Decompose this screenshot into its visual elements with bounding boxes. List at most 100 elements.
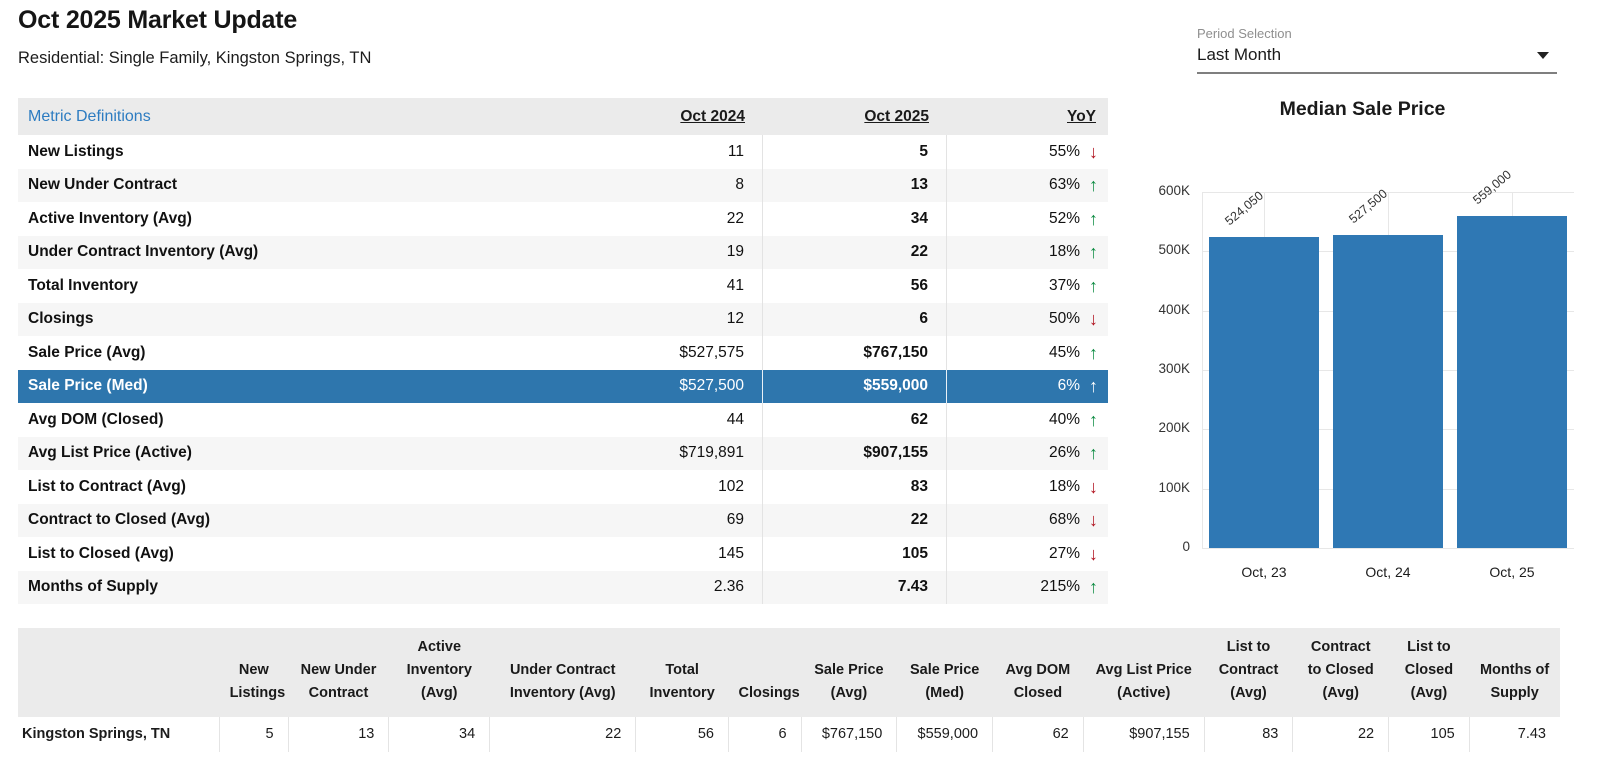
table-row[interactable]: Under Contract Inventory (Avg) 19 22 18%… bbox=[18, 235, 1108, 270]
oct-2025-value: 62 bbox=[763, 403, 947, 437]
metric-label: Sale Price (Med) bbox=[28, 377, 148, 395]
oct-2025-value: 7.43 bbox=[763, 570, 947, 604]
metric-label: Total Inventory bbox=[28, 276, 138, 294]
yoy-value: 215% bbox=[1040, 578, 1080, 596]
oct-2025-value: 22 bbox=[763, 235, 947, 269]
page-title: Oct 2025 Market Update bbox=[18, 6, 298, 34]
oct-2025-value: 56 bbox=[763, 269, 947, 303]
yoy-cell: 18% ↑ bbox=[947, 236, 1108, 270]
yoy-down-arrow-icon: ↓ bbox=[1089, 476, 1098, 497]
oct-2024-value: 12 bbox=[468, 302, 763, 336]
yoy-value: 27% bbox=[1048, 544, 1080, 562]
summary-column-header: List to Closed (Avg) bbox=[1388, 628, 1470, 717]
table-row[interactable]: Months of Supply 2.36 7.43 215% ↑ bbox=[18, 570, 1108, 604]
summary-table-body: Kingston Springs, TN 5 13 34 22 56 6 $767,150 $5… bbox=[18, 716, 1560, 752]
yoy-value: 37% bbox=[1048, 276, 1080, 294]
yoy-cell: 52% ↑ bbox=[947, 202, 1108, 236]
summary-table-row: Kingston Springs, TN 5 13 34 22 56 6 $767,150 $5… bbox=[18, 716, 1560, 752]
oct-2024-value: 145 bbox=[468, 537, 763, 571]
table-row[interactable]: Avg DOM (Closed) 44 62 40% ↑ bbox=[18, 403, 1108, 437]
bar bbox=[1333, 235, 1443, 548]
yoy-value: 26% bbox=[1048, 444, 1080, 462]
bar bbox=[1457, 216, 1567, 548]
yoy-value: 52% bbox=[1048, 209, 1080, 227]
summary-value: 22 bbox=[489, 716, 636, 752]
oct-2025-value: $907,155 bbox=[763, 436, 947, 470]
oct-2024-value: 19 bbox=[468, 235, 763, 269]
summary-value: 56 bbox=[635, 716, 729, 752]
yoy-up-arrow-icon: ↑ bbox=[1089, 342, 1098, 363]
table-row[interactable]: Total Inventory 41 56 37% ↑ bbox=[18, 269, 1108, 303]
table-row[interactable]: List to Contract (Avg) 102 83 18% ↓ bbox=[18, 470, 1108, 504]
yoy-down-arrow-icon: ↓ bbox=[1089, 543, 1098, 564]
table-row[interactable]: New Listings 11 5 55% ↓ bbox=[18, 135, 1108, 169]
summary-value: 5 bbox=[219, 716, 289, 752]
table-row[interactable]: Contract to Closed (Avg) 69 22 68% ↓ bbox=[18, 503, 1108, 537]
yoy-cell: 45% ↑ bbox=[947, 336, 1108, 370]
oct-2024-value: 2.36 bbox=[468, 570, 763, 604]
gridline bbox=[1202, 548, 1574, 549]
oct-2024-value: 22 bbox=[468, 202, 763, 236]
yoy-up-arrow-icon: ↑ bbox=[1089, 242, 1098, 263]
metric-definitions-link[interactable]: Metric Definitions bbox=[28, 107, 151, 125]
table-row[interactable]: Active Inventory (Avg) 22 34 52% ↑ bbox=[18, 202, 1108, 236]
period-select[interactable]: Last Month bbox=[1197, 45, 1557, 74]
table-row[interactable]: List to Closed (Avg) 145 105 27% ↓ bbox=[18, 537, 1108, 571]
summary-column-header: List to Contract (Avg) bbox=[1204, 628, 1293, 717]
period-selector: Period Selection Last Month bbox=[1197, 26, 1557, 74]
oct-2024-value: 44 bbox=[468, 403, 763, 437]
oct-2024-value: 11 bbox=[468, 135, 763, 169]
metric-label: Active Inventory (Avg) bbox=[28, 209, 192, 227]
summary-column-header: Avg DOM Closed bbox=[992, 628, 1084, 717]
summary-value: 62 bbox=[992, 716, 1084, 752]
y-axis-tick-label: 500K bbox=[1158, 242, 1190, 258]
yoy-cell: 26% ↑ bbox=[947, 437, 1108, 471]
table-row[interactable]: New Under Contract 8 13 63% ↑ bbox=[18, 168, 1108, 203]
column-header-yoy[interactable]: YoY bbox=[1067, 107, 1096, 125]
yoy-value: 6% bbox=[1057, 377, 1080, 395]
summary-value: 83 bbox=[1203, 716, 1293, 752]
chart-plot-area: 0 100K 200K 300K 400K 500K 600K 524,050 Oct, 23 5… bbox=[1158, 168, 1574, 580]
column-header-oct-2025[interactable]: Oct 2025 bbox=[864, 107, 929, 125]
y-axis-tick-label: 600K bbox=[1158, 183, 1190, 198]
summary-value: 6 bbox=[728, 716, 802, 752]
summary-table: New Listings New Under Contract Active Inv… bbox=[18, 628, 1560, 752]
table-row[interactable]: Closings 12 6 50% ↓ bbox=[18, 302, 1108, 336]
table-row[interactable]: Sale Price (Med) $527,500 $559,000 6% ↑ bbox=[18, 369, 1108, 403]
summary-column-header bbox=[18, 628, 220, 717]
column-header-oct-2024[interactable]: Oct 2024 bbox=[680, 107, 745, 125]
summary-column-header: Active Inventory (Avg) bbox=[388, 628, 490, 717]
metric-label: New Under Contract bbox=[28, 176, 177, 194]
metrics-table-header: Metric Definitions Oct 2024 Oct 2025 YoY bbox=[18, 98, 1108, 135]
yoy-cell: 55% ↓ bbox=[947, 135, 1108, 169]
yoy-cell: 18% ↓ bbox=[947, 470, 1108, 504]
yoy-down-arrow-icon: ↓ bbox=[1089, 309, 1098, 330]
oct-2025-value: 6 bbox=[763, 302, 947, 336]
yoy-value: 45% bbox=[1048, 343, 1080, 361]
chart-panel: Median Sale Price 0 100K 200K 300K 400K 500K 6… bbox=[1140, 95, 1585, 605]
summary-value: 34 bbox=[388, 716, 490, 752]
yoy-cell: 27% ↓ bbox=[947, 537, 1108, 571]
bar-value-label: 559,000 bbox=[1470, 167, 1514, 208]
y-axis-tick-label: 300K bbox=[1158, 361, 1190, 376]
oct-2025-value: 5 bbox=[763, 135, 947, 169]
metric-label: New Listings bbox=[28, 142, 124, 160]
table-row[interactable]: Sale Price (Avg) $527,575 $767,150 45% ↑ bbox=[18, 336, 1108, 370]
table-row[interactable]: Avg List Price (Active) $719,891 $907,15… bbox=[18, 436, 1108, 471]
metric-label: Months of Supply bbox=[28, 578, 159, 596]
yoy-cell: 63% ↑ bbox=[947, 169, 1108, 203]
oct-2024-value: $719,891 bbox=[468, 436, 763, 470]
yoy-value: 55% bbox=[1048, 142, 1080, 160]
oct-2025-value: 83 bbox=[763, 470, 947, 504]
summary-value: $559,000 bbox=[896, 716, 993, 752]
oct-2024-value: $527,500 bbox=[468, 369, 763, 403]
yoy-up-arrow-icon: ↑ bbox=[1089, 409, 1098, 430]
oct-2025-value: 34 bbox=[763, 202, 947, 236]
summary-column-header: Avg List Price (Active) bbox=[1083, 628, 1205, 717]
metrics-table: Metric Definitions Oct 2024 Oct 2025 YoY… bbox=[18, 98, 1108, 604]
metric-label: Avg DOM (Closed) bbox=[28, 410, 164, 428]
yoy-value: 63% bbox=[1048, 176, 1080, 194]
metric-label: Avg List Price (Active) bbox=[28, 444, 192, 462]
y-axis-tick-label: 400K bbox=[1158, 301, 1190, 317]
bar-value-label: 524,050 bbox=[1222, 188, 1266, 229]
